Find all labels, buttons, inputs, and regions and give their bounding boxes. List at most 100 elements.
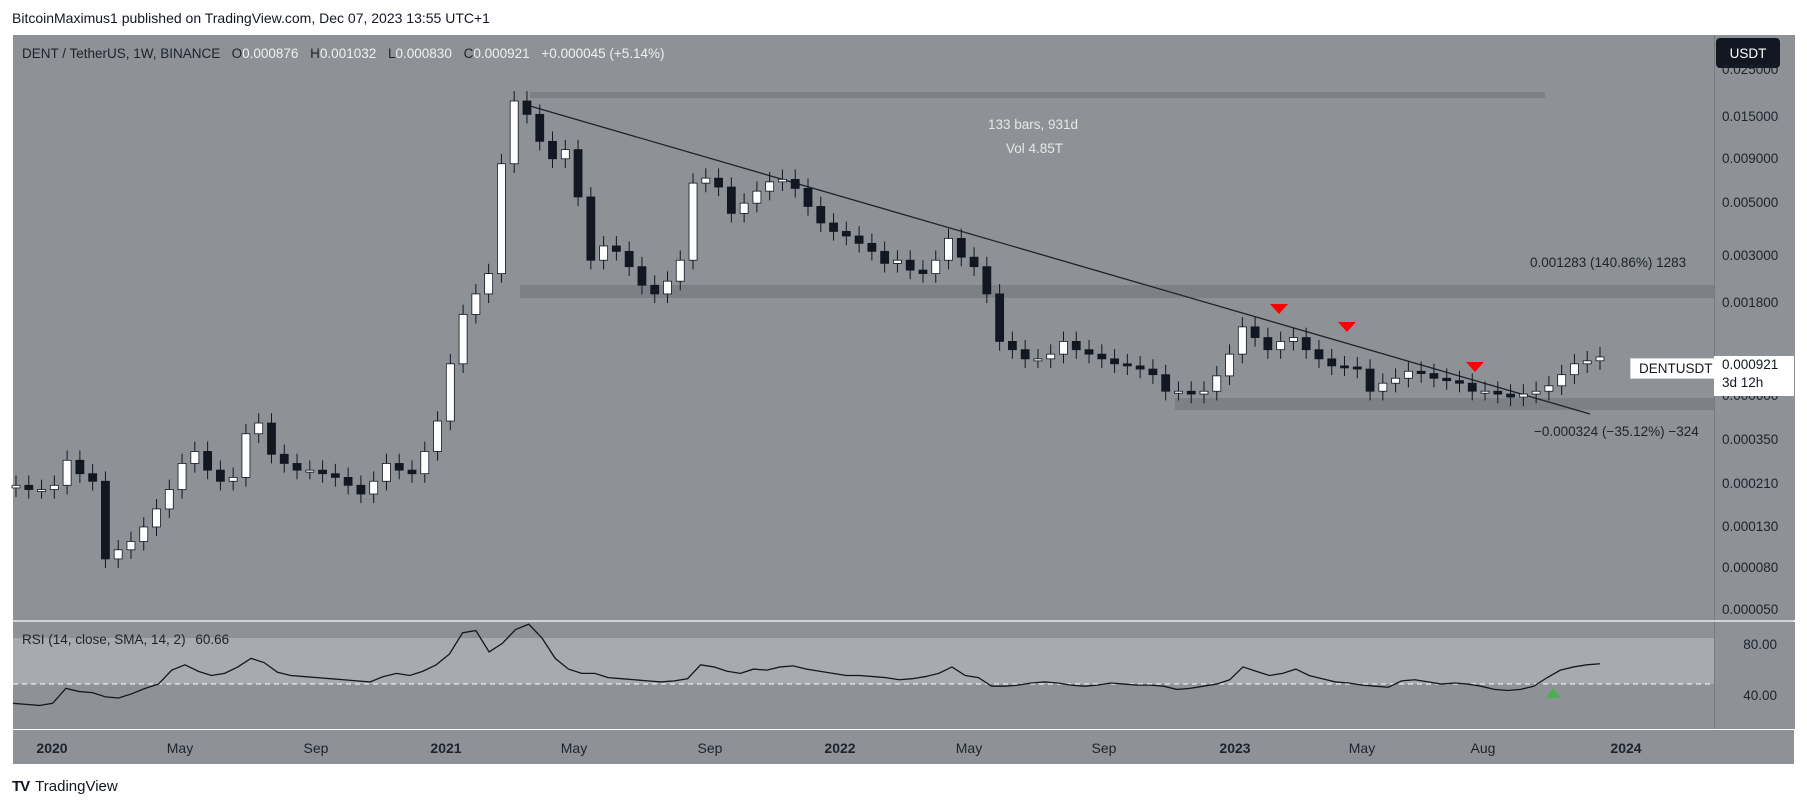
last-price-tag: 0.000921 3d 12h <box>1714 356 1794 396</box>
candle-body <box>279 453 289 464</box>
candle-body <box>458 314 468 365</box>
price-tick: 0.025000 <box>1722 62 1779 77</box>
time-axis[interactable] <box>13 730 1794 764</box>
rsi-tick-80: 80.00 <box>1743 637 1777 652</box>
time-tick: 2021 <box>430 740 462 756</box>
candle-body <box>1340 365 1349 369</box>
tradingview-logo-icon: TV <box>12 778 30 795</box>
price-tick: 0.005000 <box>1722 195 1779 210</box>
price-tick: 0.000350 <box>1722 432 1779 447</box>
candle-body <box>497 163 506 275</box>
candle-body <box>611 245 621 252</box>
candle-body <box>1570 363 1579 376</box>
candle-body <box>24 484 34 490</box>
ohlc-legend: DENT / TetherUS, 1W, BINANCE O0.000876 H… <box>22 46 665 61</box>
candle-body <box>931 259 941 275</box>
candle-body <box>624 250 634 268</box>
candle-body <box>241 433 251 478</box>
top-range-line <box>530 92 1545 98</box>
candle-body <box>382 463 391 482</box>
candle-body <box>765 181 775 192</box>
candle-body <box>841 231 851 237</box>
candle-body <box>394 463 404 471</box>
candle-body <box>1429 373 1439 379</box>
candle-body <box>969 256 979 268</box>
candle-body <box>1480 390 1490 394</box>
last-price-value: 0.000921 <box>1722 357 1779 372</box>
candle-body <box>318 469 327 475</box>
candle-body <box>164 489 174 510</box>
candle-body <box>1237 326 1247 355</box>
candle-body <box>573 149 583 198</box>
candle-body <box>1020 349 1030 360</box>
rsi-axis[interactable] <box>1714 622 1795 729</box>
candle-body <box>177 463 187 490</box>
candle-body <box>203 451 213 471</box>
rsi-line <box>12 623 1601 707</box>
resistance-marker <box>1338 322 1356 332</box>
candle-body <box>471 293 481 315</box>
candles-group <box>11 91 1605 569</box>
candle-body <box>1455 380 1464 384</box>
candle-body <box>1007 341 1017 351</box>
candle-body <box>267 422 276 455</box>
candle-body <box>560 149 570 160</box>
price-tick: 0.001800 <box>1722 295 1779 310</box>
bars-range-label: 133 bars, 931d <box>988 117 1079 132</box>
candle-body <box>1212 375 1222 392</box>
candle-body <box>1289 337 1298 342</box>
candle-body <box>445 363 455 422</box>
candle-body <box>918 269 928 275</box>
candle-body <box>101 480 110 560</box>
symbol-label[interactable]: DENT / TetherUS, 1W, BINANCE <box>22 46 221 61</box>
candle-body <box>1518 393 1528 398</box>
volume-label: Vol 4.85T <box>1006 141 1064 156</box>
candle-body <box>1059 341 1068 355</box>
rsi-title: RSI (14, close, SMA, 14, 2) 60.66 <box>22 632 229 647</box>
candle-body <box>790 178 800 189</box>
candle-body <box>190 451 200 464</box>
candle-body <box>254 422 264 435</box>
brand-name: TradingView <box>35 778 118 795</box>
candle-body <box>1071 341 1081 351</box>
currency-button[interactable]: USDT <box>1716 38 1780 68</box>
pane-separator[interactable] <box>13 620 1794 622</box>
candle-body <box>11 484 21 489</box>
candle-body <box>88 473 98 482</box>
price-chart-panel[interactable] <box>13 35 1714 620</box>
candle-body <box>126 541 136 551</box>
candle-body <box>343 476 353 486</box>
candle-body <box>880 250 890 264</box>
candle-body <box>688 182 698 261</box>
candle-body <box>1595 356 1605 362</box>
countdown: 3d 12h <box>1722 375 1764 390</box>
time-tick: May <box>955 740 983 756</box>
candle-body <box>650 284 660 295</box>
candle-body <box>701 177 711 184</box>
footer-brand[interactable]: TV TradingView <box>12 778 118 795</box>
candle-body <box>1033 358 1043 362</box>
time-tick: Sep <box>303 740 329 756</box>
rsi-title-text[interactable]: RSI (14, close, SMA, 14, 2) <box>22 632 186 647</box>
candle-body <box>1084 349 1094 355</box>
candle-body <box>714 177 723 188</box>
candle-body <box>905 259 915 271</box>
candle-body <box>420 451 430 475</box>
rsi-signal-marker <box>1546 688 1560 698</box>
candle-body <box>1391 377 1401 384</box>
candle-body <box>49 484 59 490</box>
candle-body <box>1378 382 1388 392</box>
candle-body <box>1506 393 1515 398</box>
price-tick: 0.000080 <box>1722 560 1779 575</box>
price-tick: 0.000130 <box>1722 519 1779 534</box>
open-value: 0.000876 <box>242 46 299 61</box>
price-axis[interactable] <box>1714 35 1795 620</box>
candle-body <box>1557 374 1567 387</box>
candle-body <box>1250 326 1260 338</box>
candle-body <box>944 237 953 261</box>
candle-body <box>509 100 519 165</box>
time-tick: 2024 <box>1610 740 1642 756</box>
price-tick: 0.000050 <box>1722 602 1779 617</box>
candle-body <box>522 100 532 115</box>
